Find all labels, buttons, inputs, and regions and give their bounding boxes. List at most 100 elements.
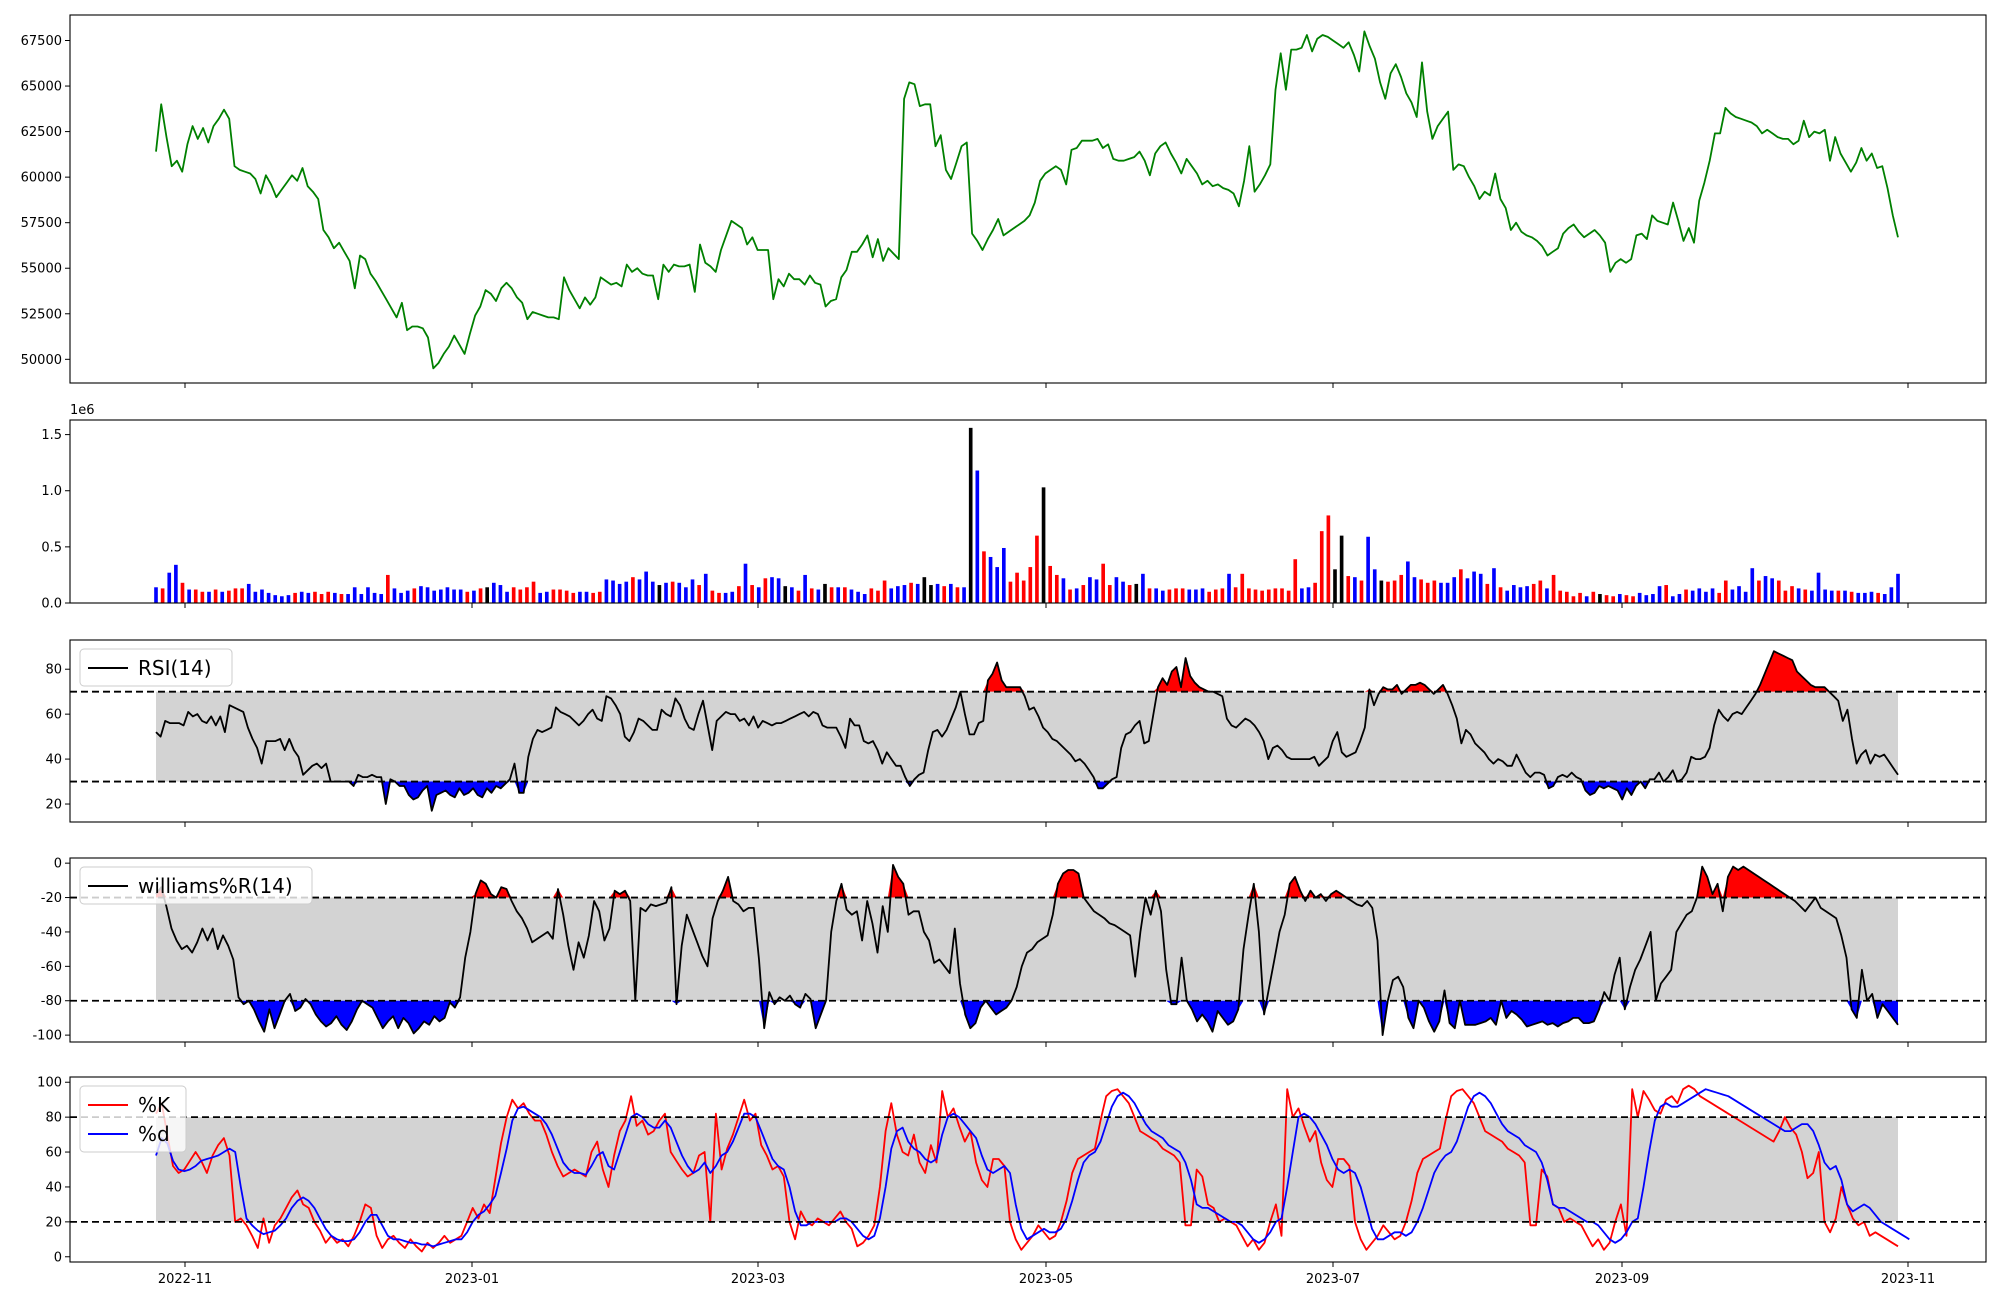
volume-bar: [306, 592, 311, 603]
volume-bar: [1074, 588, 1079, 603]
volume-bar: [975, 470, 980, 603]
volume-bar: [1174, 588, 1178, 603]
volume-bar: [902, 585, 907, 603]
volume-bar: [1359, 580, 1364, 603]
volume-bar: [319, 594, 324, 603]
volume-bar: [1737, 586, 1741, 603]
volume-bar: [1035, 535, 1039, 603]
volume-bar: [1584, 596, 1589, 603]
volume-bar: [922, 577, 927, 603]
volume-bar: [882, 580, 887, 603]
x-tick-label: 2022-11: [158, 1272, 212, 1287]
volume-bar: [1160, 590, 1165, 603]
volume-bar: [1187, 589, 1192, 603]
volume-bar: [1816, 572, 1821, 603]
volume-bar: [1790, 586, 1794, 603]
volume-bar: [1114, 577, 1119, 603]
volume-bar: [1578, 592, 1582, 603]
volume-bar: [1425, 582, 1430, 603]
volume-bar: [1531, 583, 1536, 603]
volume-bar: [326, 591, 331, 603]
overbought-fill: [156, 864, 1898, 898]
axes-frame: [69, 419, 1987, 604]
volume-bar: [650, 581, 655, 603]
volume-bar: [399, 592, 403, 603]
volume-bar: [664, 582, 668, 603]
volume-bar: [644, 571, 648, 603]
volume-bar: [1710, 588, 1715, 603]
volume-bar: [869, 588, 874, 603]
volume-bar: [750, 585, 754, 603]
volume-bar: [988, 556, 993, 603]
volume-bar: [359, 594, 364, 603]
y-tick-label: 60: [45, 708, 62, 723]
volume-bar: [286, 595, 291, 603]
volume-bar: [1154, 588, 1158, 603]
volume-bar: [392, 588, 397, 603]
volume-bar: [1233, 587, 1238, 603]
volume-bar: [1412, 577, 1417, 603]
y-tick-label: -20: [41, 891, 62, 906]
volume-bar: [584, 591, 589, 603]
volume-bar: [611, 580, 615, 603]
volume-bar: [1664, 585, 1668, 603]
volume-bar: [227, 590, 231, 603]
williams-r-panel: 0 -20 -40 -60 -80 -100 williams%R(14): [32, 857, 1987, 1047]
volume-bar: [299, 591, 304, 603]
volume-bar: [200, 591, 205, 603]
volume-bar: [339, 594, 344, 603]
volume-bar: [425, 587, 430, 603]
y-tick-label: 60: [45, 1146, 62, 1161]
volume-bar: [1485, 583, 1490, 603]
volume-bar: [1041, 487, 1046, 603]
volume-bar: [1054, 574, 1059, 603]
volume-bar: [995, 567, 1000, 603]
x-tick-label: 2023-07: [1306, 1272, 1360, 1287]
price-panel: 50000 52500 55000 57500 60000 62500 65000 67500: [21, 14, 1987, 388]
volume-bar: [419, 586, 423, 603]
volume-bar: [1551, 574, 1556, 603]
volume-bar: [1783, 590, 1788, 603]
volume-bar: [1220, 588, 1225, 603]
volume-bar: [412, 588, 417, 603]
volume-bar: [220, 591, 225, 603]
volume-bar: [743, 563, 748, 603]
volume-bar: [1498, 587, 1503, 603]
y-tick-label: 52500: [21, 307, 62, 322]
volume-bar: [1127, 585, 1132, 603]
volume-bar: [1273, 588, 1278, 603]
volume-bar: [187, 589, 191, 603]
volume-bar: [1690, 590, 1695, 603]
axes-frame: [69, 639, 1987, 823]
volume-bar: [511, 587, 516, 603]
volume-bar: [1757, 580, 1761, 603]
volume-bar: [167, 572, 172, 603]
volume-bar: [896, 586, 900, 603]
volume-bar: [717, 592, 721, 603]
volume-bar: [1021, 580, 1026, 603]
volume-bar: [1167, 589, 1172, 603]
volume-bar: [551, 589, 556, 603]
volume-bar: [856, 591, 860, 603]
volume-bar: [445, 587, 450, 603]
volume-bar: [1346, 576, 1351, 603]
volume-bar: [710, 590, 715, 603]
volume-bar: [1200, 588, 1205, 603]
y-tick-label: 20: [45, 1215, 62, 1230]
legend: williams%R(14): [79, 866, 313, 905]
y-tick-label: 0.0: [41, 597, 62, 612]
volume-bar: [1379, 580, 1384, 603]
volume-bar: [1253, 589, 1258, 603]
volume-bar: [1459, 569, 1463, 603]
y-tick-label: 1.0: [41, 484, 62, 499]
legend: %K %d: [79, 1085, 187, 1153]
volume-bar: [862, 594, 867, 603]
volume-bar: [346, 594, 350, 603]
volume-bar: [1525, 586, 1529, 603]
volume-bar: [1260, 590, 1264, 603]
x-tick-label: 2023-01: [445, 1272, 499, 1287]
volume-bar: [1750, 568, 1755, 603]
volume-bar: [1372, 569, 1377, 603]
volume-bar: [1697, 588, 1702, 603]
volume-bar: [1300, 588, 1304, 603]
